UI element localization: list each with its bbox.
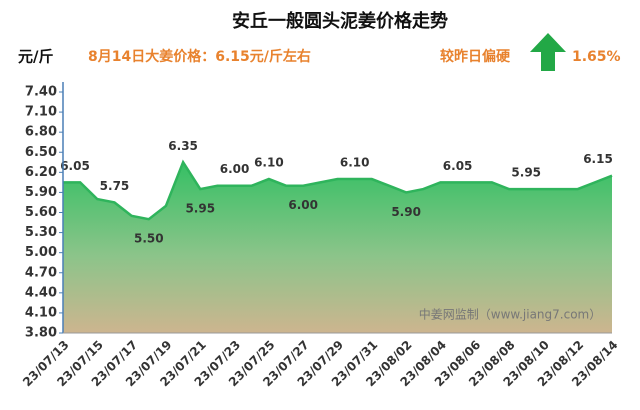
data-label: 6.05 bbox=[443, 159, 473, 173]
data-label: 6.00 bbox=[288, 198, 318, 212]
y-tick-label: 3.80 bbox=[25, 326, 57, 341]
y-tick-label: 5.30 bbox=[25, 225, 57, 240]
data-label: 6.35 bbox=[168, 139, 198, 153]
y-tick-label: 6.80 bbox=[25, 125, 57, 140]
change-value: 1.65% bbox=[572, 49, 621, 65]
data-label: 6.00 bbox=[220, 162, 250, 176]
subtitle: 8月14日大姜价格：6.15元/斤左右 bbox=[88, 48, 311, 65]
y-tick-label: 4.70 bbox=[25, 265, 57, 280]
data-label: 6.05 bbox=[60, 159, 90, 173]
y-tick-label: 6.50 bbox=[25, 145, 57, 160]
line bbox=[63, 159, 613, 221]
data-label: 6.10 bbox=[340, 156, 370, 170]
data-label: 5.95 bbox=[185, 202, 215, 216]
y-tick-label: 7.40 bbox=[25, 85, 57, 100]
y-tick-label: 5.90 bbox=[25, 185, 57, 200]
y-axis-unit: 元/斤 bbox=[18, 48, 53, 66]
y-tick-label: 4.40 bbox=[25, 285, 57, 300]
y-tick-label: 5.00 bbox=[25, 245, 57, 260]
data-label: 5.95 bbox=[511, 166, 541, 180]
data-label: 6.15 bbox=[583, 152, 613, 166]
data-label: 5.75 bbox=[100, 179, 130, 193]
watermark: 中姜网监制（www.jiang7.com） bbox=[419, 307, 601, 322]
area bbox=[63, 162, 612, 333]
y-tick-label: 6.20 bbox=[25, 165, 57, 180]
change-label: 较昨日偏硬 bbox=[440, 48, 511, 65]
up-arrow-icon bbox=[530, 33, 566, 71]
y-tick-label: 4.10 bbox=[25, 305, 57, 320]
y-tick-label: 7.10 bbox=[25, 105, 57, 120]
data-label: 6.10 bbox=[254, 156, 284, 170]
data-label: 5.90 bbox=[391, 205, 421, 219]
chart-title: 安丘一般圆头泥姜价格走势 bbox=[232, 10, 448, 32]
y-tick-label: 5.60 bbox=[25, 205, 57, 220]
data-label: 5.50 bbox=[134, 232, 164, 246]
